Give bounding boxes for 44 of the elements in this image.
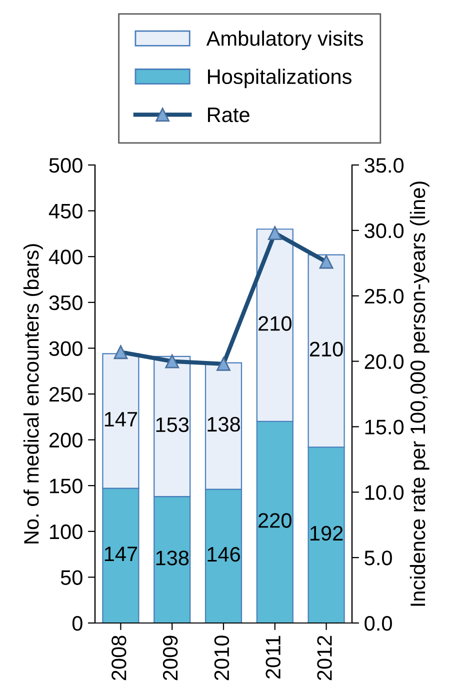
y2-tick-label: 15.0 — [365, 420, 404, 434]
data-label: 210 — [310, 342, 343, 357]
legend-label: Hospitalizations — [208, 68, 352, 88]
legend-label: Rate — [208, 108, 250, 122]
y2-tick-label: 10.0 — [365, 485, 404, 500]
y-tick-label: 500 — [49, 158, 82, 173]
x-tick-label: 2009 — [162, 636, 178, 680]
y-tick-label: 350 — [49, 295, 82, 310]
data-label: 153 — [156, 417, 189, 432]
y2-tick-label: 5.0 — [364, 550, 392, 566]
point — [165, 354, 180, 368]
data-label: 210 — [258, 316, 292, 331]
x-tick-label: 2010 — [214, 636, 230, 680]
y-tick-label: 250 — [49, 387, 82, 402]
y-tick-label: 450 — [48, 204, 82, 219]
x-tick-label: 2008 — [112, 636, 126, 680]
y-tick-label: 100 — [50, 524, 82, 540]
data-label: 138 — [156, 550, 189, 566]
y-axis-title: No. of medical encounters (bars) — [23, 244, 43, 544]
x-tick-label: 2011 — [266, 636, 280, 679]
y-tick-label: 50 — [60, 570, 82, 585]
data-label: 220 — [258, 513, 292, 528]
point — [319, 254, 334, 269]
data-label: 146 — [208, 546, 240, 562]
y2-tick-label: 0.0 — [364, 616, 392, 631]
data-label: 192 — [310, 526, 343, 541]
y-tick-label: 400 — [48, 250, 82, 264]
y-tick-label: 200 — [49, 432, 82, 448]
data-label: 147 — [104, 546, 138, 562]
y-tick-label: 0 — [72, 616, 82, 631]
y-tick-label: 150 — [50, 478, 82, 494]
y2-axis-title: Incidence rate per 100,000 person-years (line) — [410, 182, 430, 606]
point — [216, 356, 230, 371]
point — [268, 226, 282, 240]
x-tick-label: 2012 — [317, 636, 332, 680]
point — [114, 345, 128, 360]
y2-tick-label: 35.0 — [364, 158, 404, 173]
y2-tick-label: 30.0 — [364, 223, 404, 238]
y-tick-label: 300 — [49, 341, 82, 356]
data-label: 147 — [104, 412, 138, 426]
data-label: 138 — [208, 416, 240, 432]
y2-tick-label: 20.0 — [364, 354, 404, 370]
y2-tick-label: 25.0 — [364, 288, 404, 304]
legend-label: Ambulatory visits — [206, 30, 364, 50]
